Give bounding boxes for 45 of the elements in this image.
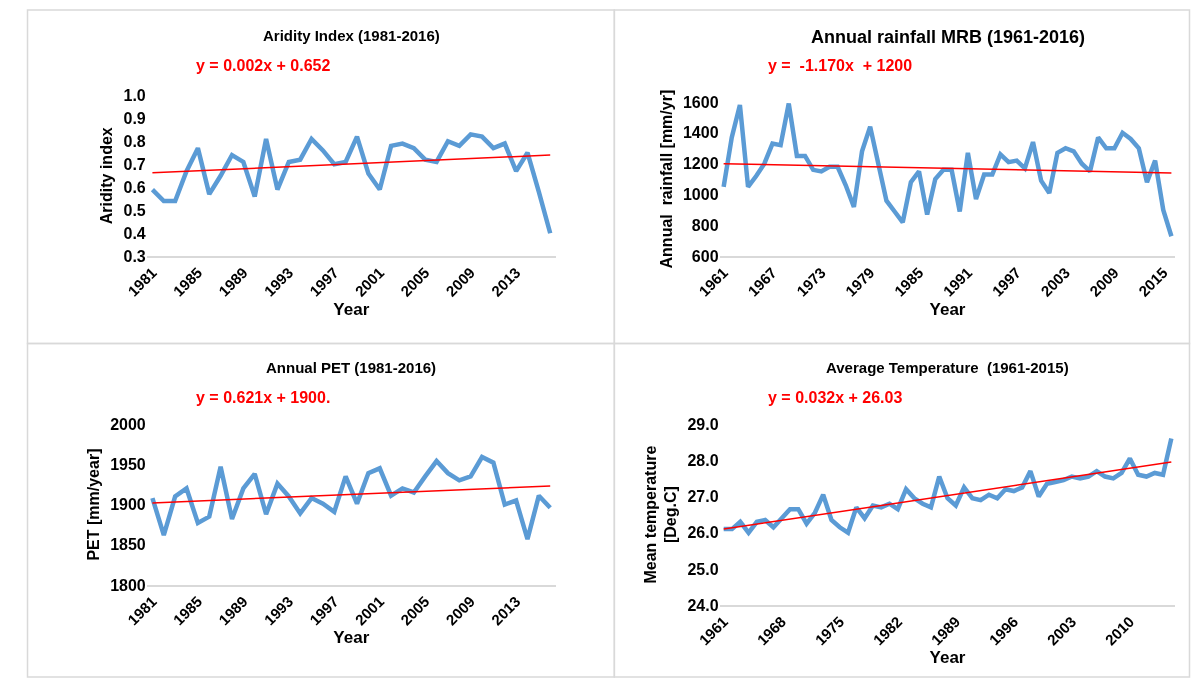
chart-title: Annual rainfall MRB (1961-2016)	[811, 27, 1086, 47]
y-tick-label: 2000	[110, 415, 146, 433]
y-tick-label: 26.0	[687, 524, 719, 542]
y-axis-title: Mean temperature [Deg.C]	[641, 445, 680, 584]
y-tick-label: 600	[691, 247, 719, 265]
y-tick-label: 27.0	[687, 488, 719, 506]
y-tick-label: 0.4	[123, 224, 146, 242]
chart-title: Aridity Index (1981-2016)	[263, 27, 440, 44]
line-series	[721, 101, 1174, 239]
y-tick-label: 1950	[110, 455, 146, 473]
chart-title: Annual PET (1981-2016)	[266, 359, 437, 376]
y-tick-label: 29.0	[687, 415, 719, 433]
y-axis-title: Aridity index	[98, 127, 116, 225]
y-tick-label: 1850	[110, 536, 146, 554]
y-tick-label: 0.8	[123, 132, 146, 150]
x-axis-title: Year	[333, 299, 370, 319]
y-tick-label: 1600	[682, 93, 719, 111]
chart-title: Average Temperature (1961-2015)	[826, 359, 1069, 376]
y-tick-label: 24.0	[687, 596, 719, 614]
line-series	[721, 436, 1174, 535]
y-tick-label: 0.7	[123, 155, 146, 173]
y-tick-label: 1800	[110, 576, 146, 594]
text: y = 0.002x + 0.652	[196, 57, 331, 74]
y-tick-label: 1200	[682, 155, 719, 173]
x-axis-title: Year	[929, 299, 966, 319]
y-tick-label: 1400	[682, 124, 719, 142]
y-tick-label: 28.0	[687, 451, 719, 469]
line-series	[150, 454, 553, 542]
y-tick-label: 0.3	[123, 247, 146, 265]
y-tick-label: 1900	[110, 496, 146, 514]
y-tick-label: 1000	[682, 186, 719, 204]
y-axis-title: PET [mm/year]	[85, 448, 103, 561]
y-tick-label: 0.5	[123, 201, 146, 219]
y-tick-label: 25.0	[687, 560, 719, 578]
y-tick-label: 0.9	[123, 109, 146, 127]
text: y = 0.032x + 26.03	[768, 389, 903, 406]
text: y = 0.621x + 1900.	[196, 389, 331, 406]
x-axis-title: Year	[333, 628, 370, 648]
x-axis-title: Year	[929, 648, 966, 668]
line-series	[150, 132, 553, 236]
y-tick-label: 0.6	[123, 178, 146, 196]
y-axis-title: Annual rainfall [mm/yr]	[657, 89, 675, 269]
text: y = -1.170x + 1200	[768, 57, 913, 74]
y-tick-label: 1.0	[123, 86, 146, 104]
y-tick-label: 800	[691, 217, 719, 234]
